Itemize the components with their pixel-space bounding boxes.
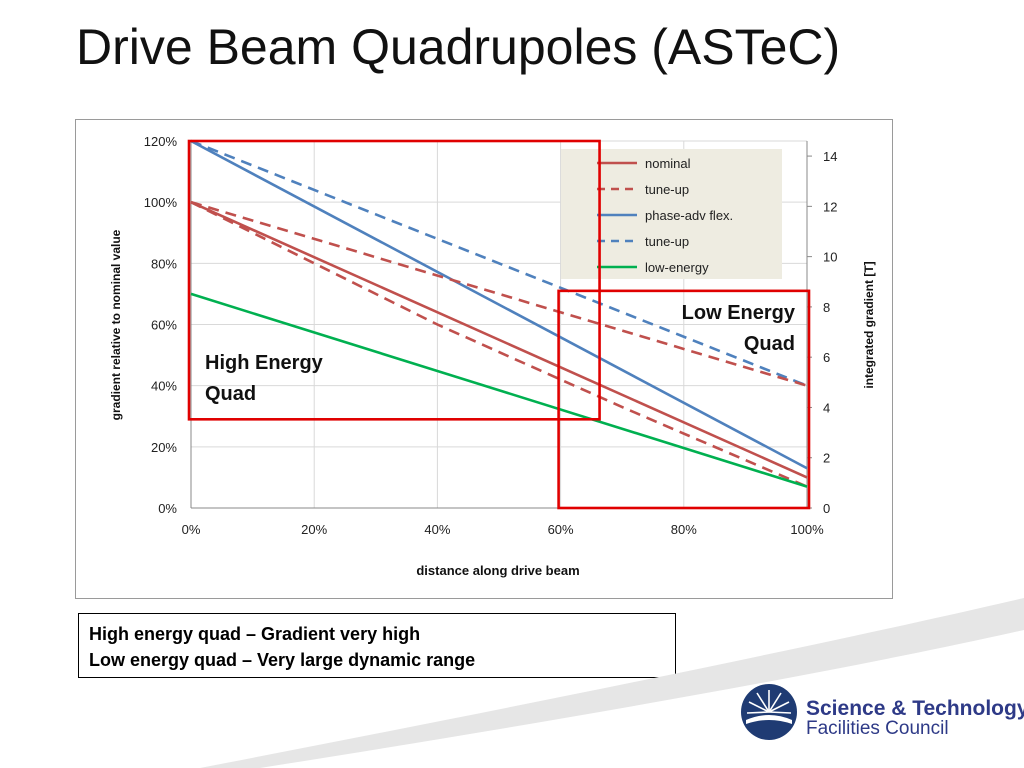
y-tick-label: 60% <box>151 318 177 333</box>
y2-tick-label: 2 <box>823 451 830 466</box>
y-tick-label: 0% <box>158 501 177 516</box>
y-tick-label: 100% <box>144 195 178 210</box>
legend-label: nominal <box>645 156 691 171</box>
logo-text-line1: Science & Technology <box>806 697 1024 720</box>
legend-label: low-energy <box>645 260 709 275</box>
y2-tick-label: 12 <box>823 199 837 214</box>
note-high-energy: High energy quad – Gradient very high <box>89 624 421 644</box>
y-tick-label: 120% <box>144 134 178 149</box>
slide-title: Drive Beam Quadrupoles (ASTeC) <box>76 19 841 75</box>
y2-tick-label: 8 <box>823 300 830 315</box>
y2-tick-label: 0 <box>823 501 830 516</box>
x-tick-label: 80% <box>671 522 697 537</box>
series-line <box>190 200 808 479</box>
high-energy-quad-label: High Energy <box>205 352 324 374</box>
y2-axis-title: integrated gradient [T] <box>862 261 876 388</box>
series-line <box>190 139 808 387</box>
low-energy-quad-label: Low Energy <box>682 302 796 324</box>
x-tick-label: 100% <box>790 522 824 537</box>
series-line <box>190 292 808 488</box>
legend-label: tune-up <box>645 234 689 249</box>
x-tick-label: 60% <box>548 522 574 537</box>
y2-tick-label: 10 <box>823 250 837 265</box>
y-tick-label: 40% <box>151 379 177 394</box>
y-axis-title: gradient relative to nominal value <box>109 229 123 420</box>
series-line <box>190 139 808 470</box>
chart-svg: 0% 20% 40% 60% 80% 100% 120% 0% 20% 40% 60% 80% 100%… <box>109 134 876 578</box>
x-tick-label: 20% <box>301 522 327 537</box>
stfc-logo-icon <box>741 684 797 740</box>
x-tick-label: 0% <box>182 522 201 537</box>
y-tick-label: 20% <box>151 440 177 455</box>
logo-text-line2: Facilities Council <box>806 718 949 739</box>
series-line <box>190 201 808 488</box>
decorative-swoosh <box>200 598 1024 768</box>
legend-label: tune-up <box>645 182 689 197</box>
x-tick-label: 40% <box>424 522 450 537</box>
y2-tick-label: 4 <box>823 400 830 415</box>
chart-frame: 0% 20% 40% 60% 80% 100% 120% 0% 20% 40% 60% 80% 100%… <box>75 119 893 599</box>
y-tick-label: 80% <box>151 256 177 271</box>
notes-box: High energy quad – Gradient very high Lo… <box>78 613 676 678</box>
note-low-energy: Low energy quad – Very large dynamic ran… <box>89 650 476 670</box>
x-axis-title: distance along drive beam <box>416 563 579 578</box>
y2-tick-label: 14 <box>823 149 837 164</box>
high-energy-quad-label: Quad <box>205 383 256 405</box>
low-energy-quad-label: Quad <box>744 333 795 355</box>
y2-tick-label: 6 <box>823 350 830 365</box>
high-energy-quad-box <box>187 139 601 421</box>
low-energy-quad-box <box>557 289 811 510</box>
legend-label: phase-adv flex. <box>645 208 733 223</box>
